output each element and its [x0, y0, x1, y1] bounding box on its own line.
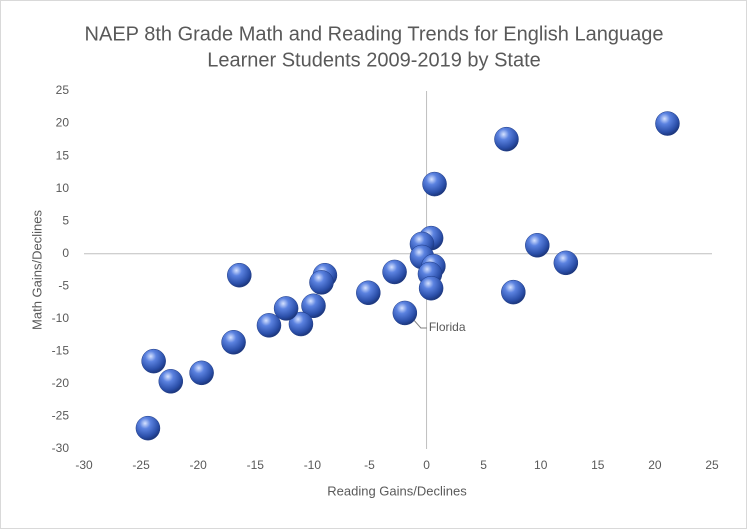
point [494, 126, 519, 152]
y-tick-label: 25 [56, 83, 70, 97]
point [158, 369, 184, 394]
x-tick-label: 20 [648, 458, 662, 472]
y-tick-label: -20 [52, 376, 70, 390]
x-tick-label: -20 [190, 458, 208, 472]
x-tick-label: -10 [304, 458, 322, 472]
point [553, 250, 579, 276]
chart-title: Learner Students 2009-2019 by State [207, 49, 541, 71]
chart-title: NAEP 8th Grade Math and Reading Trends f… [85, 23, 664, 45]
x-tick-label: 0 [423, 458, 430, 472]
y-axis-title: Math Gains/Declines [29, 210, 44, 330]
y-tick-label: 5 [62, 213, 69, 227]
point [301, 293, 326, 319]
point [525, 233, 550, 258]
point [141, 348, 166, 374]
y-tick-label: 10 [56, 181, 70, 195]
y-tick-label: -25 [52, 409, 70, 423]
y-tick-label: 0 [62, 246, 69, 260]
y-tick-label: 20 [56, 116, 70, 130]
x-tick-label: 5 [480, 458, 487, 472]
point [655, 111, 680, 136]
x-tick-label: -5 [364, 458, 375, 472]
point [273, 296, 299, 321]
point [221, 330, 246, 355]
point [418, 275, 444, 301]
y-tick-label: -15 [52, 344, 70, 358]
y-tick-label: 15 [56, 148, 70, 162]
point [382, 259, 407, 285]
point [422, 171, 447, 197]
x-tick-label: -30 [75, 458, 93, 472]
point [227, 262, 252, 288]
annotation: Florida [429, 320, 466, 334]
x-tick-label: 10 [534, 458, 548, 472]
y-tick-label: -5 [58, 278, 69, 292]
point [392, 300, 418, 326]
annotation-leader [412, 318, 427, 329]
y-tick-label: -30 [52, 441, 70, 455]
x-axis-title: Reading Gains/Declines [327, 483, 467, 498]
x-tick-label: 15 [591, 458, 605, 472]
point [309, 270, 334, 295]
y-tick-label: -10 [52, 311, 70, 325]
x-tick-label: -25 [132, 458, 150, 472]
point [256, 313, 282, 338]
point [356, 280, 381, 306]
x-tick-label: -15 [247, 458, 265, 472]
point [135, 415, 161, 441]
point [288, 311, 314, 337]
x-tick-label: 25 [705, 458, 719, 472]
point [501, 279, 526, 305]
point [189, 360, 214, 386]
